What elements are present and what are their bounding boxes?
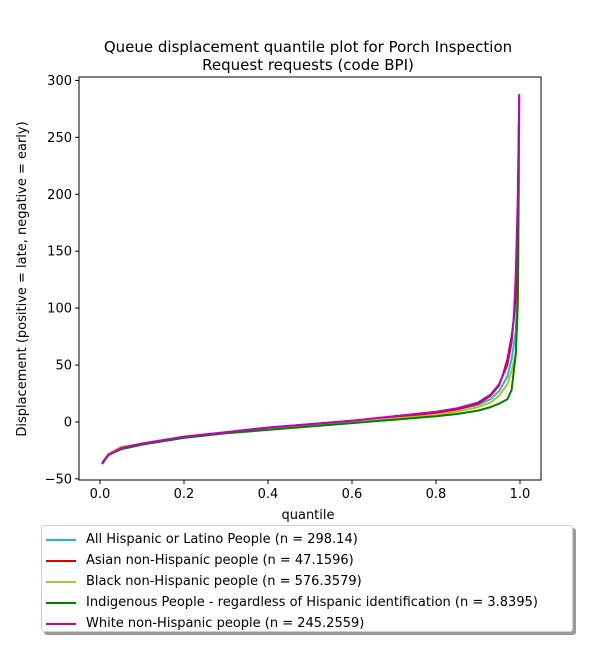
chart-legend: All Hispanic or Latino People (n = 298.1… [41,525,573,632]
series-line-4 [101,94,521,465]
series-line-2 [101,148,521,464]
plot-frame [78,76,542,481]
legend-swatch [46,580,76,583]
legend-label: Indigenous People - regardless of Hispan… [86,595,538,610]
chart-title-line-2: Request requests (code BPI) [202,56,414,74]
x-tick-label: 0.4 [258,487,279,502]
chart-title-line-1: Queue displacement quantile plot for Por… [104,38,512,56]
series-line-3 [101,97,521,464]
legend-item: White non-Hispanic people (n = 245.2559) [46,613,572,634]
y-tick-label: 300 [47,74,72,89]
legend-label: White non-Hispanic people (n = 245.2559) [86,616,365,631]
y-axis-label: Displacement (positive = late, negative … [15,121,30,436]
legend-label: Asian non-Hispanic people (n = 47.1596) [86,553,354,568]
y-tick-label: 200 [47,188,72,203]
axes-layer: 0.0 0.2 0.4 0.6 0.8 1.0 −50 0 50 100 150 200 250 300 [45,74,531,502]
y-tick-label: 250 [47,131,72,146]
legend-label: Black non-Hispanic people (n = 576.3579) [86,574,362,589]
x-tick-label: 0.8 [426,487,447,502]
legend-swatch [46,601,76,604]
x-tick-label: 0.6 [342,487,363,502]
legend-item: Black non-Hispanic people (n = 576.3579) [46,571,572,592]
legend-swatch [46,559,76,562]
x-axis-label: quantile [281,508,334,523]
legend-swatch [46,538,76,541]
y-tick-label: 150 [47,245,72,260]
legend-swatch [46,622,76,625]
legend-item: Asian non-Hispanic people (n = 47.1596) [46,550,572,571]
x-tick-label: 0.2 [174,487,195,502]
series-layer [101,94,521,465]
y-tick-label: 50 [55,359,72,374]
x-tick-label: 1.0 [510,487,531,502]
legend-item: All Hispanic or Latino People (n = 298.1… [46,529,572,550]
legend-item: Indigenous People - regardless of Hispan… [46,592,572,613]
y-tick-label: 0 [64,415,72,430]
legend-label: All Hispanic or Latino People (n = 298.1… [86,532,358,547]
x-tick-label: 0.0 [90,487,111,502]
y-tick-label: −50 [45,472,72,487]
y-tick-label: 100 [47,302,72,317]
